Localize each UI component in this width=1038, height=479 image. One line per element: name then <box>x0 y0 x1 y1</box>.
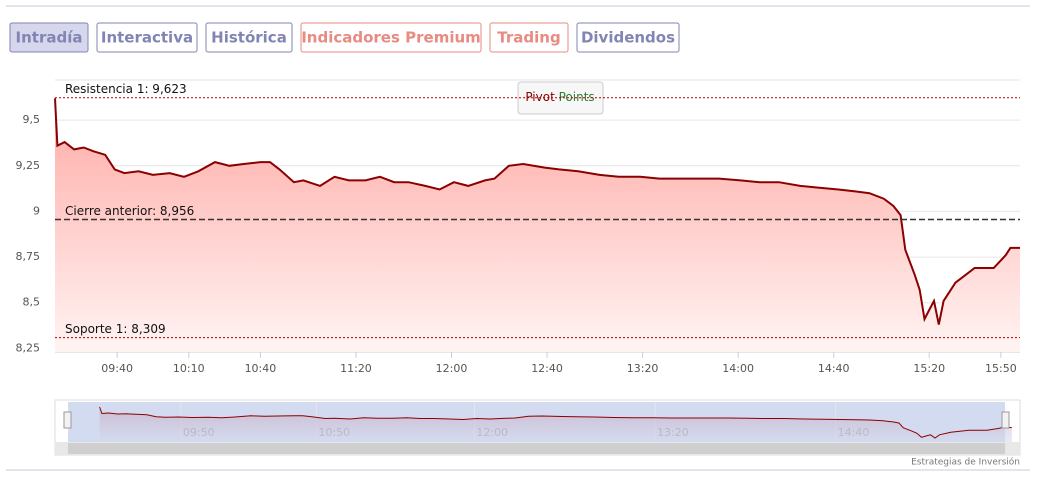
tab[interactable] <box>96 22 198 53</box>
reference-label: Soporte 1: 8,309 <box>65 322 166 336</box>
tab[interactable] <box>576 22 680 53</box>
tab-label: Histórica <box>211 29 287 47</box>
x-tick-label: 10:10 <box>173 362 205 375</box>
y-tick-label: 8,75 <box>16 250 41 263</box>
area <box>55 98 1020 352</box>
y-tick-label: 9,25 <box>16 159 41 172</box>
navigator-handle[interactable] <box>63 411 72 429</box>
credit: Estrategias de Inversión <box>911 457 1020 468</box>
tab-label: Interactiva <box>101 29 193 47</box>
x-tick-label: 13:20 <box>627 362 659 375</box>
reference-label: Cierre anterior: 8,956 <box>65 204 194 218</box>
tab-label: Intradía <box>16 29 83 47</box>
navigator-handle[interactable] <box>1001 411 1010 429</box>
scrollbar-thumb[interactable] <box>68 443 1005 454</box>
x-tick-label: 12:00 <box>436 362 468 375</box>
navigator-line <box>99 406 1012 439</box>
line <box>54 98 1020 325</box>
tab[interactable] <box>9 22 89 53</box>
y-tick-label: 9,5 <box>23 113 41 126</box>
y-tick-label: 8,5 <box>23 296 41 309</box>
tab-label: Dividendos <box>581 29 675 47</box>
tab-label: Trading <box>497 29 560 47</box>
navigator-area <box>99 407 1012 442</box>
x-tick-label: 14:00 <box>722 362 754 375</box>
tab-label: Indicadores Premium <box>301 29 481 47</box>
x-tick-label: 15:20 <box>913 362 945 375</box>
x-tick-label: 11:20 <box>340 362 372 375</box>
x-tick-label: 14:40 <box>818 362 850 375</box>
tab[interactable] <box>205 22 293 53</box>
points-word: Points <box>559 90 595 104</box>
reference-label: Resistencia 1: 9,623 <box>65 82 187 96</box>
x-tick-label: 15:50 <box>985 362 1017 375</box>
x-tick-label: 12:40 <box>531 362 563 375</box>
pivot-label: Pivot Points <box>525 90 594 104</box>
x-tick-label: 09:40 <box>101 362 133 375</box>
pivot-word: Pivot <box>525 90 555 104</box>
x-tick-label: 10:40 <box>245 362 277 375</box>
tab[interactable] <box>300 22 482 53</box>
y-tick-label: 8,25 <box>16 341 41 354</box>
tab[interactable] <box>489 22 569 53</box>
y-tick-label: 9 <box>33 204 40 217</box>
